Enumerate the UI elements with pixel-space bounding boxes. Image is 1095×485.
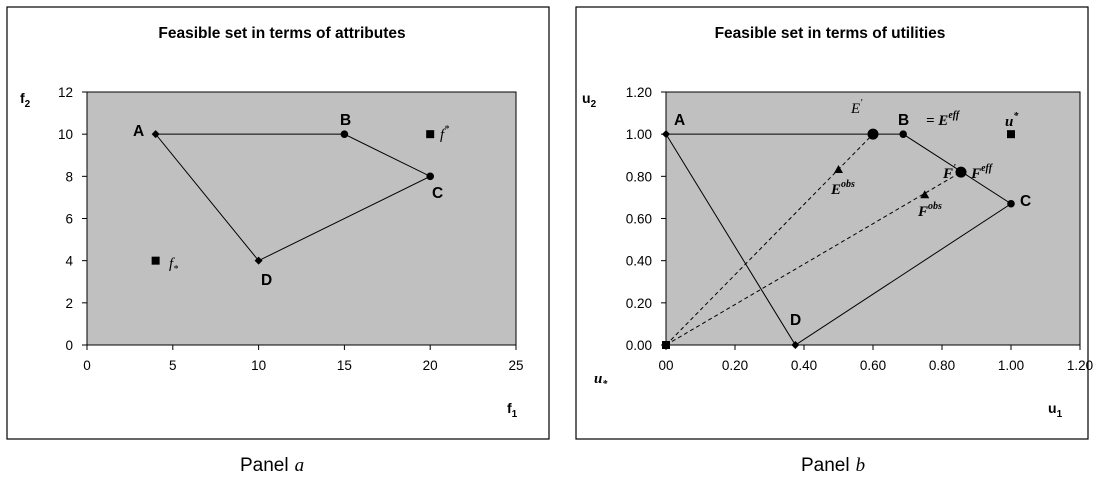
- panel-b-point-e-prime: [867, 128, 879, 140]
- panel-a-label-a: A: [133, 123, 144, 140]
- panel-b-label-e-eff: = Eeff: [926, 110, 961, 129]
- panel-a-caption: Panel a: [240, 455, 304, 476]
- panel-b-y-tick-label: 0.40: [626, 254, 652, 269]
- panel-a-ticks: 0 2 4 6 8 10 12 0 5 10 15 20 25: [58, 85, 524, 373]
- panel-b-label-f-obs: Fobs: [917, 201, 942, 220]
- panel-b-y-tick-label: 0.60: [626, 212, 652, 227]
- panel-a-marks: [151, 130, 435, 265]
- panel-b-point-d: [791, 341, 800, 349]
- panel-b-label-a: A: [674, 112, 685, 129]
- panel-b-dashed-ray: [665, 171, 962, 346]
- panel-a-point-b: [340, 130, 349, 138]
- panel-b-chart: Feasible set in terms of utilities 0.000…: [575, 6, 1093, 440]
- panel-a-x-tick-label: 25: [508, 358, 523, 373]
- panel-b-x-tick-label: 0.20: [722, 358, 748, 373]
- panel-b-x-tick-label: 0.40: [791, 358, 817, 373]
- panel-a-x-tick-label: 20: [423, 358, 438, 373]
- panel-a-y-tick-label: 10: [58, 127, 73, 142]
- panel-a-y-axis-label: f2: [20, 90, 31, 110]
- panel-b-y-tick-label: 1.20: [626, 85, 652, 100]
- panel-b-x-tick-label: 0.80: [929, 358, 955, 373]
- panel-b-y-tick-label: 1.00: [626, 127, 652, 142]
- panel-b-point-u-upper: [1007, 130, 1015, 139]
- panel-b-title: Feasible set in terms of utilities: [715, 25, 946, 42]
- panel-b-marks: [662, 128, 1015, 349]
- panel-b-x-tick-label: 1.00: [998, 358, 1024, 373]
- panel-a-label-c: C: [432, 185, 443, 202]
- panel-b-y-tick-label: 0.20: [626, 296, 652, 311]
- panel-b-y-tick-label: 0.00: [626, 338, 652, 353]
- panel-a-y-tick-label: 4: [65, 254, 73, 269]
- panel-b-point-c: [1007, 199, 1015, 208]
- panel-b-ticks: 0.00 0.20 0.40 0.60 0.80 1.00 1.20 00 0.20 0.40 0.…: [626, 85, 1093, 373]
- panel-a-y-tick-label: 0: [65, 338, 73, 353]
- panel-b-label-f-eff: F' = Feff: [942, 163, 994, 182]
- panel-b-x-tick-label: 0.60: [860, 358, 886, 373]
- panel-b-y-axis-label: u2: [582, 90, 597, 110]
- panel-b-x-tick-label: 1.20: [1067, 358, 1093, 373]
- panel-a-y-tick-label: 2: [65, 296, 73, 311]
- panel-a-title: Feasible set in terms of attributes: [158, 25, 405, 42]
- panel-a-y-tick-label: 6: [65, 212, 73, 227]
- panel-a-chart: Feasible set in terms of attributes 0 2 4 6…: [6, 6, 550, 440]
- panel-b-label-u-upper: u*: [1005, 111, 1019, 130]
- panel-a-x-tick-label: 15: [337, 358, 352, 373]
- panel-b-label-c: C: [1020, 193, 1031, 210]
- panel-b-label-b: B: [898, 112, 909, 129]
- panel-a-label-f-lower: f*: [169, 256, 178, 275]
- panel-b-point-b: [899, 130, 907, 138]
- panel-a-x-axis-label: f1: [507, 400, 518, 420]
- panel-b-point-a: [662, 130, 670, 139]
- panel-a-point-a: [151, 130, 160, 139]
- panel-b-point-f-prime: [955, 166, 967, 178]
- panel-a-label-f-upper: f*: [440, 124, 449, 143]
- panel-a-plot-background: [86, 91, 517, 346]
- panel-a-label-b: B: [340, 112, 351, 129]
- panel-a-point-f-upper: [426, 130, 435, 139]
- panel-b-y-tick-label: 0.80: [626, 169, 652, 184]
- panel-b-label-e-prime: E': [850, 98, 863, 117]
- panel-a-x-tick-label: 5: [169, 358, 177, 373]
- panel-a-point-f-lower: [151, 256, 160, 265]
- panel-a-label-d: D: [261, 272, 272, 289]
- panel-b-label-u-lower: u*: [594, 371, 608, 390]
- panel-a-point-c: [426, 172, 435, 181]
- panel-b-point-e-obs: [834, 165, 843, 174]
- panel-b-x-tick-label: 00: [658, 358, 673, 373]
- panel-a-x-tick-label: 0: [83, 358, 91, 373]
- panel-a-point-d: [254, 256, 263, 265]
- panel-b-label-e-obs: Eobs: [830, 179, 855, 198]
- panel-b-point-u-lower: [662, 341, 670, 349]
- panel-b-caption: Panel b: [801, 455, 865, 476]
- panel-a-x-tick-label: 10: [251, 358, 266, 373]
- panel-b-x-axis-label: u1: [1048, 400, 1063, 420]
- panel-a-plot-area: [86, 91, 517, 346]
- panel-a-y-tick-label: 8: [65, 169, 73, 184]
- panel-a-y-tick-label: 12: [58, 85, 73, 100]
- panel-b-point-f-obs: [920, 190, 930, 199]
- panel-b-label-d: D: [790, 312, 801, 329]
